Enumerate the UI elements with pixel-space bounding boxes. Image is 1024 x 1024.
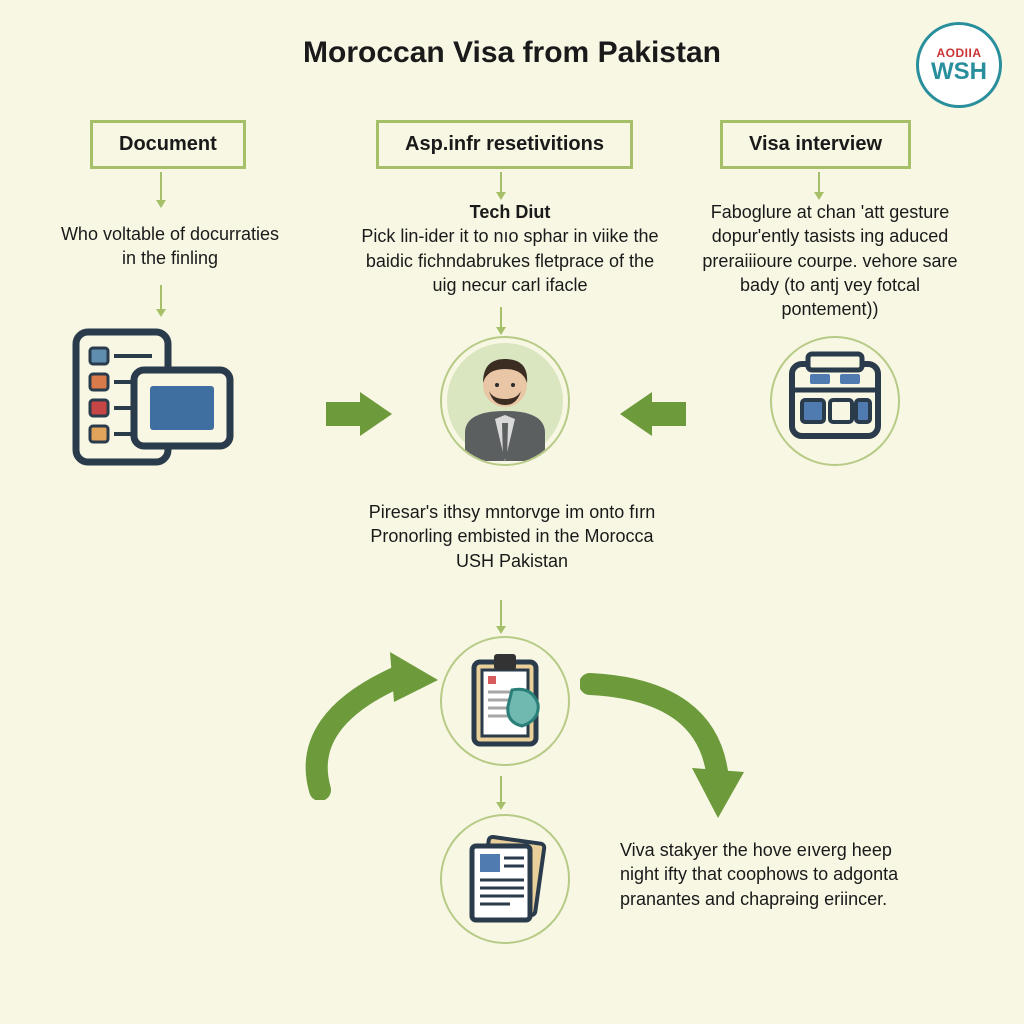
- col-document-label: Document: [90, 120, 246, 169]
- col-document-text: Who voltable of docurraties in the finli…: [60, 222, 280, 271]
- arrow-right-icon: [360, 392, 392, 436]
- mid-text: Piresar's ithsy mntorvge im onto fırn Pr…: [352, 500, 672, 573]
- papers-icon: [440, 814, 570, 944]
- arrow-down-icon: [500, 172, 502, 194]
- arrow-left-icon: [620, 392, 652, 436]
- arrow-down-icon: [818, 172, 820, 194]
- col-asp-label: Asp.infr resetivitions: [376, 120, 633, 169]
- arrow-down-icon: [500, 600, 502, 628]
- curved-arrow-icon: [580, 650, 750, 820]
- col-visa-text: Faboglure at chan 'att gesture dopur'ent…: [690, 200, 970, 321]
- clipboard-icon: [440, 636, 570, 766]
- col-asp-body: Pick lin-ider it to nıo sphar in viike t…: [361, 226, 658, 295]
- page-title: Moroccan Visa from Pakistan: [303, 36, 721, 70]
- brand-logo-bottom: WSH: [931, 60, 987, 84]
- curved-arrow-icon: [290, 640, 440, 800]
- col-asp-heading: Tech Diut: [470, 202, 551, 222]
- arrow-down-icon: [160, 172, 162, 202]
- person-icon: [440, 336, 570, 466]
- col-visa-label: Visa interview: [720, 120, 911, 169]
- arrow-down-icon: [500, 776, 502, 804]
- arrow-down-icon: [160, 285, 162, 311]
- bottom-text: Viva stakyer the hove eıverg heep night …: [620, 838, 900, 911]
- brand-logo: AODIIA WSH: [916, 22, 1002, 108]
- arrow-down-icon: [500, 307, 502, 329]
- col-asp-text: Tech Diut Pick lin-ider it to nıo sphar …: [360, 200, 660, 297]
- documents-icon: [70, 326, 236, 481]
- machine-icon: [770, 336, 900, 466]
